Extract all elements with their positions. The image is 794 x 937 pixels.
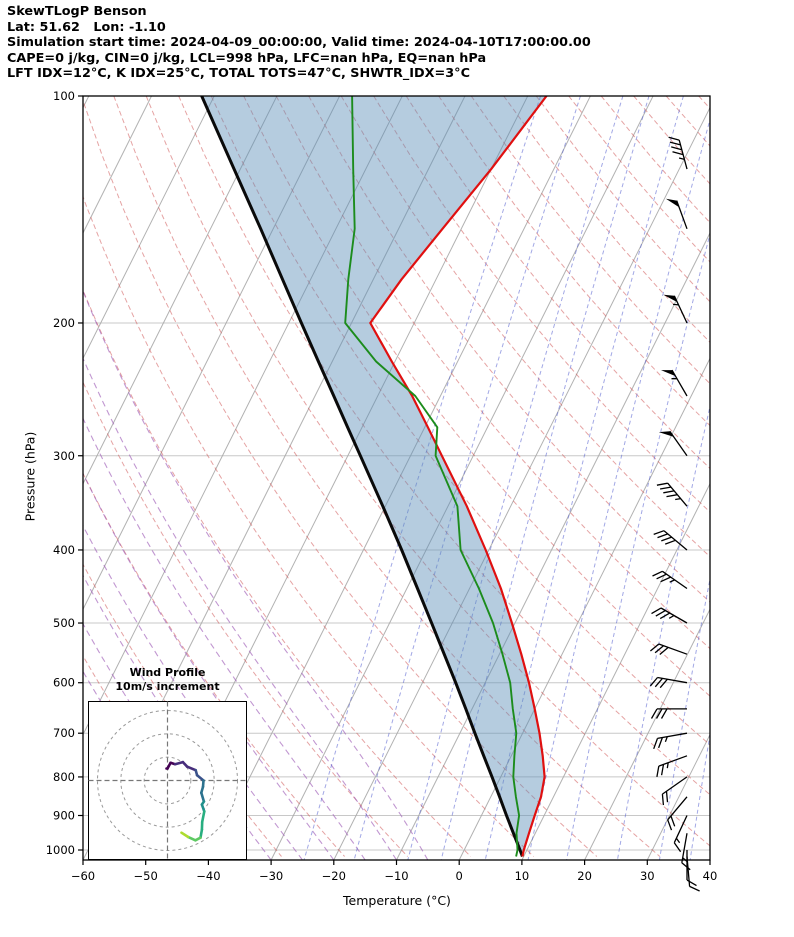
- svg-text:20: 20: [577, 869, 592, 883]
- svg-text:100: 100: [53, 89, 75, 103]
- time-line: Simulation start time: 2024-04-09_00:00:…: [7, 35, 591, 51]
- profile-curves: [200, 96, 548, 858]
- svg-text:−50: −50: [134, 869, 158, 883]
- svg-text:500: 500: [53, 616, 75, 630]
- gridlines: [83, 96, 710, 860]
- stability-indices-line: LFT IDX=12°C, K IDX=25°C, TOTAL TOTS=47°…: [7, 66, 470, 82]
- svg-text:900: 900: [53, 809, 75, 823]
- svg-text:40: 40: [703, 869, 718, 883]
- cape-indices-line: CAPE=0 j/kg, CIN=0 j/kg, LCL=998 hPa, LF…: [7, 50, 487, 66]
- svg-text:−60: −60: [71, 869, 95, 883]
- svg-text:700: 700: [53, 726, 75, 740]
- latlon-line: Lat: 51.62 Lon: -1.10: [7, 19, 166, 35]
- hodograph-inset: [88, 701, 247, 860]
- hodograph-title-line2: 10m/s increment: [115, 680, 220, 693]
- svg-text:−40: −40: [196, 869, 220, 883]
- svg-text:−20: −20: [322, 869, 346, 883]
- figure-header: SkewTLogP Benson Lat: 51.62 Lon: -1.10 S…: [7, 4, 591, 82]
- svg-text:400: 400: [53, 543, 75, 557]
- svg-text:0: 0: [456, 869, 463, 883]
- hodograph-title-line1: Wind Profile: [129, 666, 206, 679]
- svg-text:300: 300: [53, 449, 75, 463]
- temperature-axis-label: Temperature (°C): [343, 893, 451, 908]
- cape-shade: [201, 96, 547, 857]
- svg-text:−10: −10: [384, 869, 408, 883]
- temperature-line: [369, 96, 548, 857]
- svg-text:200: 200: [53, 316, 75, 330]
- svg-text:−30: −30: [259, 869, 283, 883]
- figure-title: SkewTLogP Benson: [7, 4, 147, 19]
- dewpoint-line: [344, 96, 521, 857]
- hodograph-title: Wind Profile 10m/s increment: [88, 666, 247, 694]
- svg-text:10: 10: [515, 869, 530, 883]
- pressure-axis-label: Pressure (hPa): [22, 431, 38, 522]
- svg-text:600: 600: [53, 676, 75, 690]
- parcel-profile-line: [200, 96, 524, 858]
- svg-text:1000: 1000: [46, 843, 75, 857]
- svg-text:30: 30: [640, 869, 655, 883]
- wind-barbs: [649, 136, 700, 892]
- svg-text:800: 800: [53, 770, 75, 784]
